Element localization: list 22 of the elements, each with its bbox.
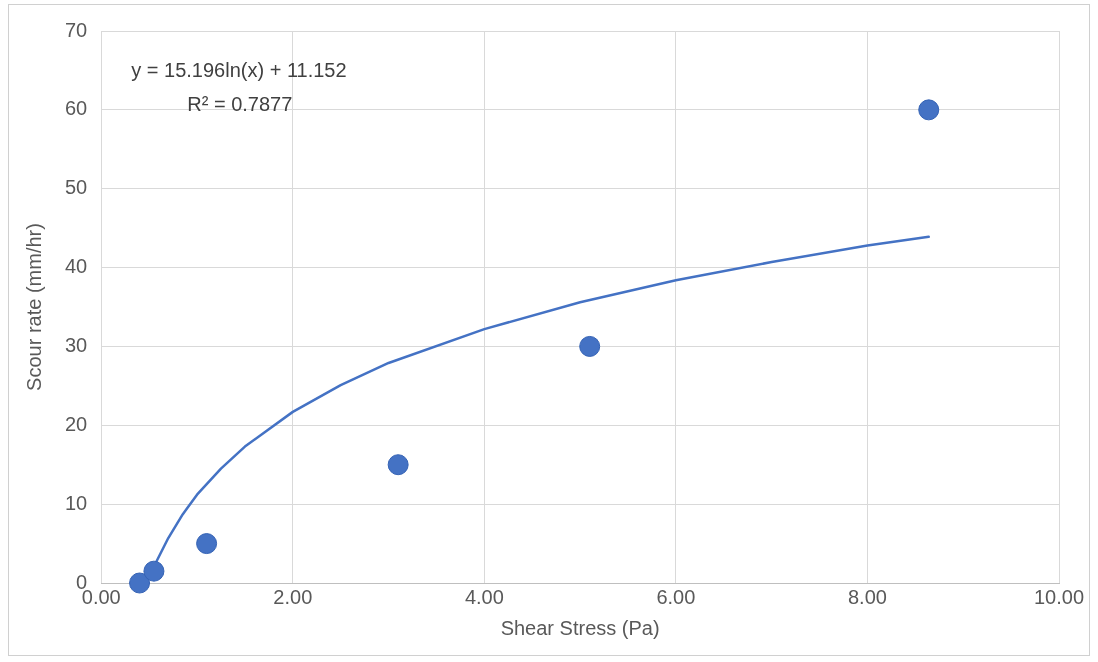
point — [579, 335, 601, 357]
x-tick-label: 4.00 — [464, 585, 504, 608]
y-tick-label: 70 — [65, 18, 88, 41]
x-tick-label: 2.00 — [273, 585, 313, 608]
x-tick-label: 8.00 — [847, 585, 887, 608]
point — [129, 572, 151, 594]
point — [387, 454, 409, 476]
y-tick-label: 50 — [65, 176, 88, 199]
point — [918, 99, 940, 121]
annotation: y = 15.196ln(x) + 11.152 — [131, 58, 347, 81]
y-tick-label: 10 — [65, 491, 88, 514]
y-tick-label: 60 — [65, 97, 88, 120]
point — [196, 533, 218, 555]
point — [143, 560, 165, 582]
y-tick-label: 20 — [65, 412, 88, 435]
y-axis-title: Scour rate (mm/hr) — [22, 223, 45, 391]
x-axis-title: Shear Stress (Pa) — [500, 616, 660, 639]
x-tick-label: 6.00 — [656, 585, 696, 608]
x-tick-label: 10.00 — [1033, 585, 1085, 608]
annotation: R² = 0.7877 — [187, 92, 293, 115]
y-tick-label: 40 — [65, 255, 88, 278]
y-tick-label: 30 — [65, 333, 88, 356]
